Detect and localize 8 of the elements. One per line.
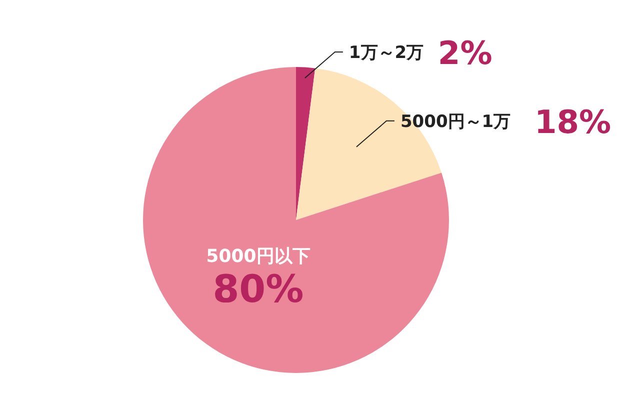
slice-label: 5000円以下 — [206, 246, 310, 267]
slice-label: 1万～2万 — [348, 42, 424, 63]
data-label: 2% — [438, 34, 492, 72]
pie-slice — [296, 67, 316, 220]
data-label: 80% — [212, 266, 304, 311]
pie-slice — [143, 67, 449, 373]
data-label: 18% — [534, 102, 612, 141]
slice-label: 5000円～1万 — [400, 112, 511, 132]
